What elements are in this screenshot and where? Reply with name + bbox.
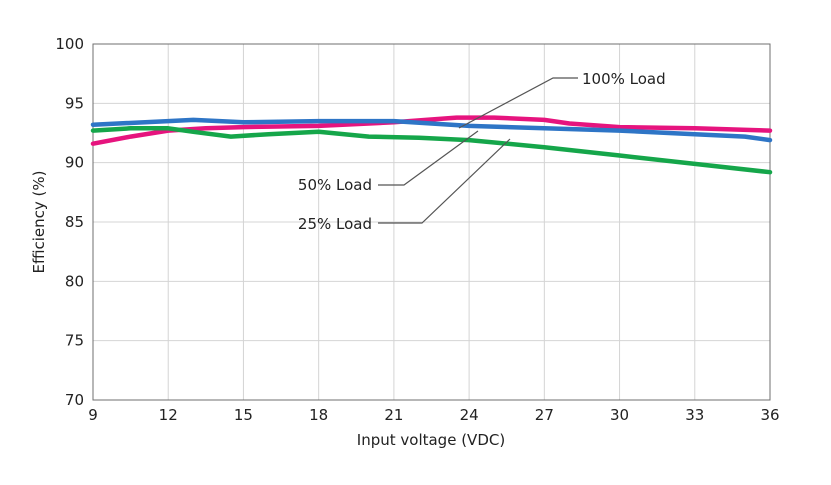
y-tick-label: 85 bbox=[65, 213, 84, 231]
series-line-50-load bbox=[90, 117, 773, 143]
annotation-50-load: 50% Load bbox=[298, 176, 372, 194]
annotation-100-load: 100% Load bbox=[582, 70, 666, 88]
x-tick-label: 18 bbox=[309, 406, 328, 424]
y-tick-label: 90 bbox=[65, 154, 84, 172]
y-tick-label: 100 bbox=[55, 35, 84, 53]
x-tick-label: 30 bbox=[610, 406, 629, 424]
grid bbox=[92, 43, 771, 401]
leader-100-load bbox=[458, 77, 578, 129]
plot-frame bbox=[92, 43, 771, 401]
x-tick-label: 24 bbox=[460, 406, 479, 424]
y-tick-label: 70 bbox=[65, 391, 84, 409]
y-tick-label: 75 bbox=[65, 332, 84, 350]
x-tick-label: 15 bbox=[234, 406, 253, 424]
annotation-25-load: 25% Load bbox=[298, 215, 372, 233]
y-axis-label: Efficiency (%) bbox=[30, 171, 48, 274]
x-tick-label: 27 bbox=[535, 406, 554, 424]
x-axis-label: Input voltage (VDC) bbox=[357, 431, 505, 449]
x-tick-label: 12 bbox=[159, 406, 178, 424]
y-tick-labels: 70 75 80 85 90 95 100 bbox=[55, 35, 84, 409]
x-tick-label: 9 bbox=[88, 406, 98, 424]
y-tick-label: 95 bbox=[65, 94, 84, 112]
x-tick-label: 21 bbox=[384, 406, 403, 424]
x-tick-label: 36 bbox=[760, 406, 779, 424]
x-tick-label: 33 bbox=[685, 406, 704, 424]
leader-25-load bbox=[378, 138, 511, 224]
series-line-25-load bbox=[90, 126, 773, 175]
x-tick-labels: 9 12 15 18 21 24 27 30 33 36 bbox=[88, 406, 779, 424]
leader-50-load bbox=[378, 130, 479, 186]
y-tick-label: 80 bbox=[65, 272, 84, 290]
series-lines bbox=[90, 115, 773, 175]
